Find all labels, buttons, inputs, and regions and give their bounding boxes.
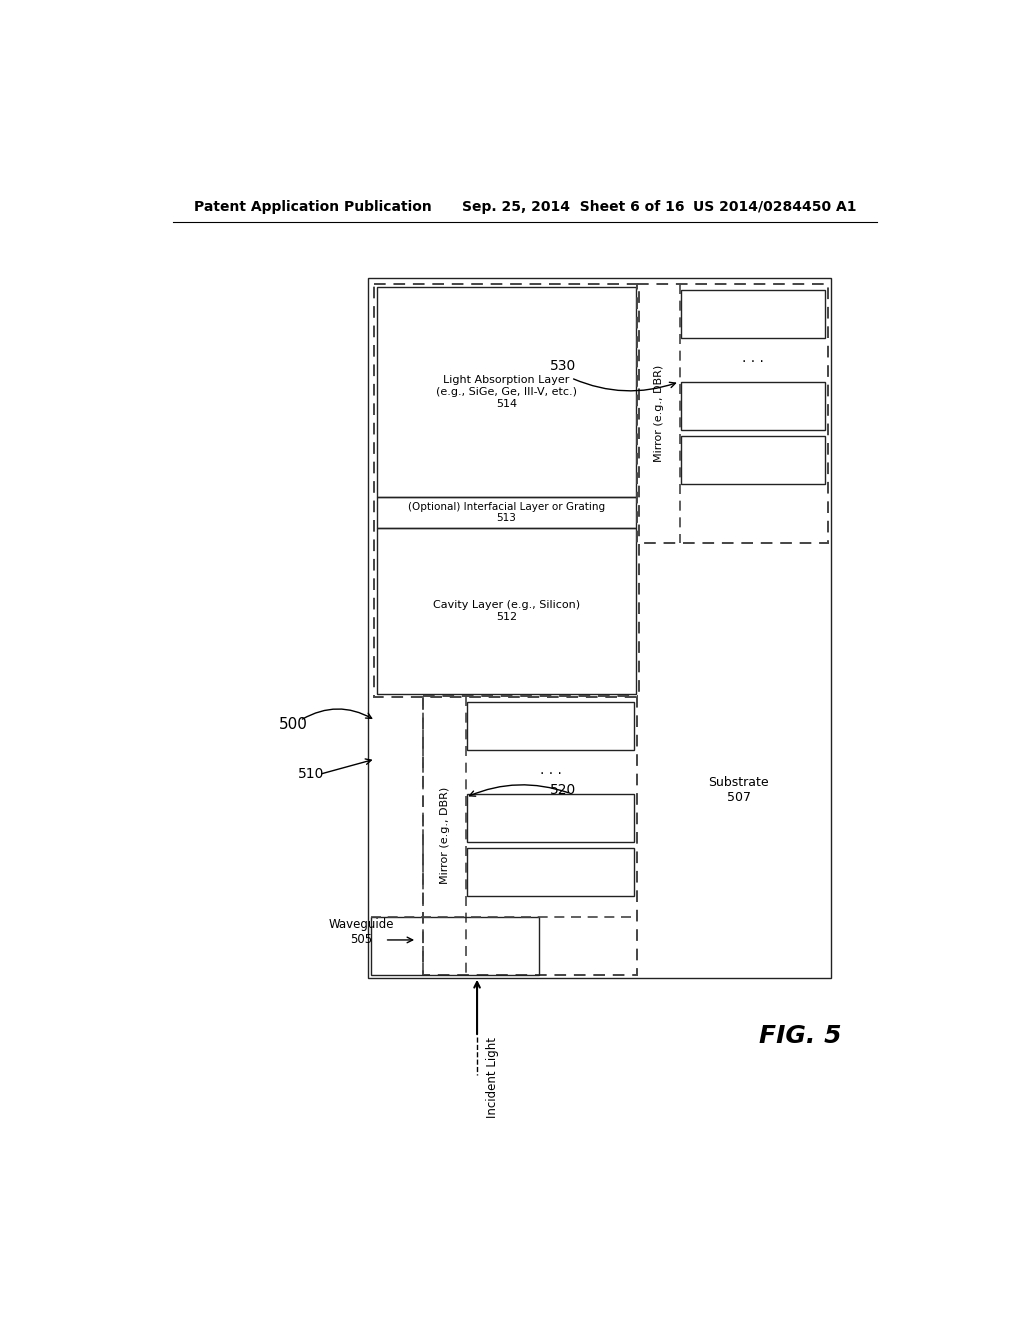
Text: Substrate
507: Substrate 507 <box>709 776 769 804</box>
Bar <box>681 437 825 484</box>
Bar <box>377 498 636 528</box>
Text: Light Absorption Layer
(e.g., SiGe, Ge, III-V, etc.)
514: Light Absorption Layer (e.g., SiGe, Ge, … <box>436 375 577 409</box>
Text: US 2014/0284450 A1: US 2014/0284450 A1 <box>692 199 856 214</box>
Bar <box>681 383 825 430</box>
Bar <box>377 286 636 498</box>
Text: Patent Application Publication: Patent Application Publication <box>194 199 431 214</box>
Text: 520: 520 <box>550 783 577 797</box>
Bar <box>368 277 831 978</box>
Bar <box>681 290 825 338</box>
Bar <box>637 284 828 544</box>
Bar <box>423 696 637 975</box>
Bar <box>374 284 639 697</box>
Bar <box>371 917 539 975</box>
Bar <box>467 702 634 750</box>
Text: FIG. 5: FIG. 5 <box>759 1024 842 1048</box>
Text: . . .: . . . <box>742 351 764 364</box>
Bar <box>467 849 634 896</box>
Text: . . .: . . . <box>540 763 561 776</box>
Bar <box>467 795 634 842</box>
Text: Sep. 25, 2014  Sheet 6 of 16: Sep. 25, 2014 Sheet 6 of 16 <box>462 199 684 214</box>
Text: (Optional) Interfacial Layer or Grating
513: (Optional) Interfacial Layer or Grating … <box>408 502 605 524</box>
Text: 530: 530 <box>550 359 577 374</box>
Text: 500: 500 <box>280 717 308 731</box>
Text: Mirror (e.g., DBR): Mirror (e.g., DBR) <box>439 787 450 884</box>
Text: Mirror (e.g., DBR): Mirror (e.g., DBR) <box>653 366 664 462</box>
Text: Waveguide
505: Waveguide 505 <box>329 919 394 946</box>
Text: Incident Light: Incident Light <box>486 1038 500 1118</box>
Text: 510: 510 <box>298 767 325 781</box>
Bar <box>377 528 636 694</box>
Text: Cavity Layer (e.g., Silicon)
512: Cavity Layer (e.g., Silicon) 512 <box>433 601 580 622</box>
